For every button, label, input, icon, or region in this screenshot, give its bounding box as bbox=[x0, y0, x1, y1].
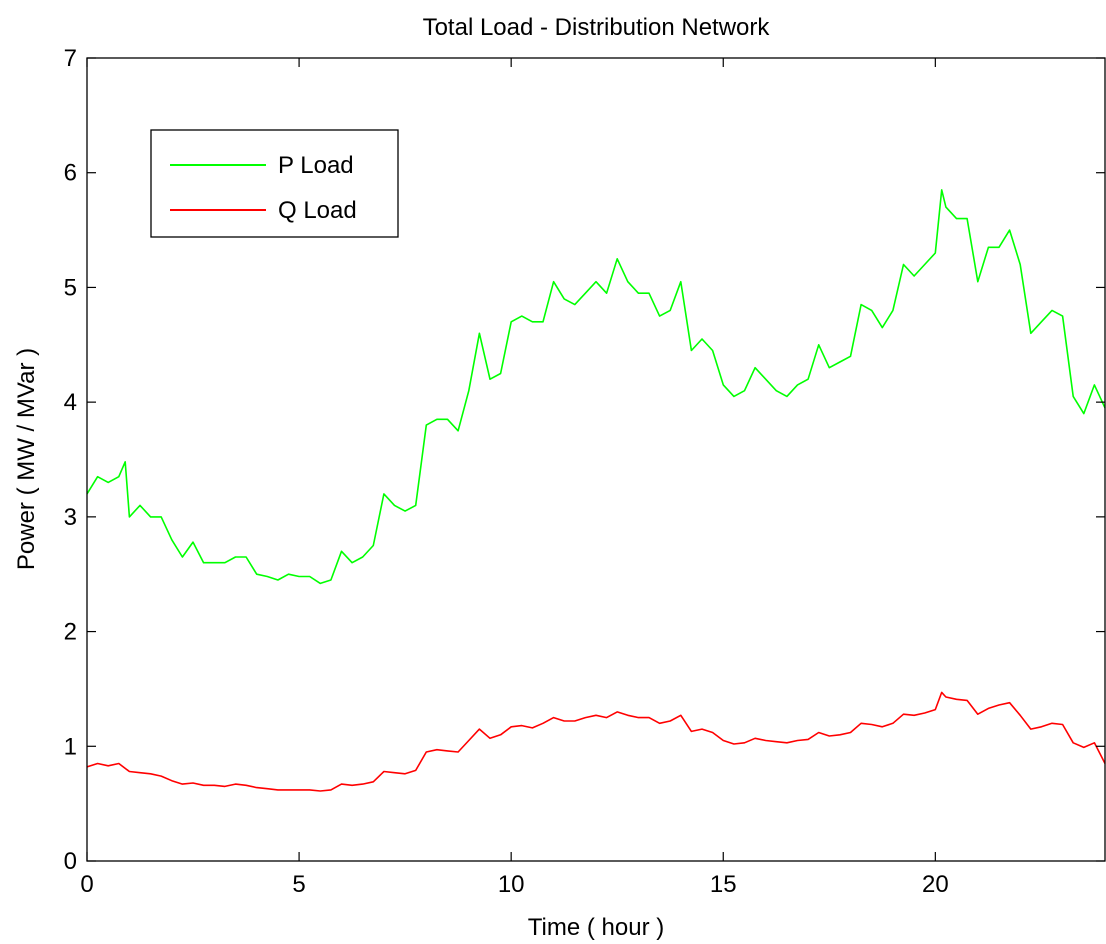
series-line-p-load bbox=[86, 189, 1106, 585]
x-tick-label: 0 bbox=[80, 871, 93, 898]
series-line-q-load bbox=[86, 691, 1106, 792]
x-tick-label: 15 bbox=[710, 871, 737, 898]
y-tick-label: 7 bbox=[64, 45, 77, 72]
legend-label: P Load bbox=[278, 152, 354, 179]
y-tick-label: 3 bbox=[64, 504, 77, 531]
x-axis-label: Time ( hour ) bbox=[528, 914, 664, 941]
axes-box bbox=[86, 57, 1106, 862]
x-tick-label: 20 bbox=[922, 871, 949, 898]
chart-title: Total Load - Distribution Network bbox=[423, 14, 771, 41]
y-axis-label: Power ( MW / MVar ) bbox=[13, 348, 40, 570]
x-tick-label: 10 bbox=[498, 871, 525, 898]
legend-label: Q Load bbox=[278, 197, 357, 224]
y-tick-label: 1 bbox=[64, 733, 77, 760]
y-tick-label: 6 bbox=[64, 160, 77, 187]
legend: P Load Q Load bbox=[150, 129, 399, 238]
y-tick-label: 2 bbox=[64, 619, 77, 646]
y-tick-label: 0 bbox=[64, 848, 77, 875]
legend-box bbox=[150, 129, 399, 238]
x-tick-label: 5 bbox=[292, 871, 305, 898]
y-tick-label: 4 bbox=[64, 389, 77, 416]
y-tick-label: 5 bbox=[64, 274, 77, 301]
